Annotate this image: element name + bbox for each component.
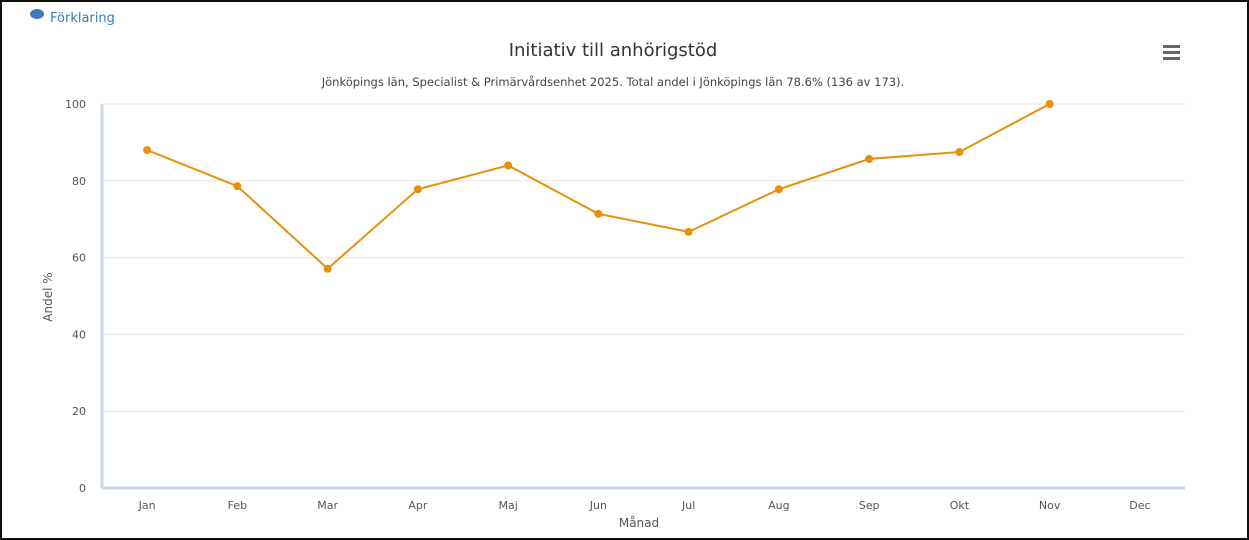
y-axis-title: Andel % (41, 272, 55, 321)
y-tick-label: 100 (65, 98, 86, 111)
y-tick-label: 20 (72, 405, 86, 418)
data-point[interactable] (413, 185, 422, 194)
data-point[interactable] (684, 227, 693, 236)
x-axis-ticks: Jan Feb Mar Apr Maj Jun Jul Aug Sep Okt Nov Dec (138, 499, 1151, 512)
x-tick-label: Aug (768, 499, 789, 512)
series (143, 100, 1054, 273)
data-point[interactable] (323, 264, 332, 273)
axes (100, 104, 1185, 490)
hamburger-menu-icon[interactable] (1158, 42, 1184, 64)
toggle-dot-icon (30, 9, 44, 19)
y-axis-ticks: 0 20 40 60 80 100 (65, 98, 86, 495)
data-point[interactable] (233, 182, 242, 191)
x-tick-label: Jun (589, 499, 607, 512)
y-tick-label: 0 (79, 482, 86, 495)
x-tick-label: Okt (950, 499, 970, 512)
x-tick-label: Jan (138, 499, 156, 512)
x-tick-label: Sep (859, 499, 880, 512)
x-tick-label: Nov (1039, 499, 1061, 512)
data-point[interactable] (504, 161, 513, 170)
x-axis-title: Månad (619, 516, 659, 530)
data-point[interactable] (143, 146, 152, 155)
y-tick-label: 40 (72, 328, 86, 341)
series-line (146, 103, 1051, 270)
x-tick-label: Dec (1129, 499, 1150, 512)
grid (102, 103, 1185, 412)
data-point[interactable] (865, 154, 874, 163)
x-tick-label: Mar (317, 499, 338, 512)
chart-subtitle: Jönköpings län, Specialist & Primärvårds… (321, 75, 904, 89)
data-point[interactable] (1045, 100, 1054, 108)
x-tick-label: Maj (498, 499, 517, 512)
x-tick-label: Feb (228, 499, 247, 512)
explanation-toggle[interactable]: Förklaring (30, 9, 115, 26)
data-point[interactable] (594, 209, 603, 218)
explanation-label: Förklaring (50, 11, 115, 26)
x-tick-label: Apr (408, 499, 428, 512)
x-tick-label: Jul (681, 499, 695, 512)
data-point[interactable] (774, 185, 783, 194)
y-tick-label: 60 (72, 252, 86, 265)
chart-title: Initiativ till anhörigstöd (509, 40, 718, 61)
data-point[interactable] (955, 148, 964, 156)
y-tick-label: 80 (72, 175, 86, 188)
